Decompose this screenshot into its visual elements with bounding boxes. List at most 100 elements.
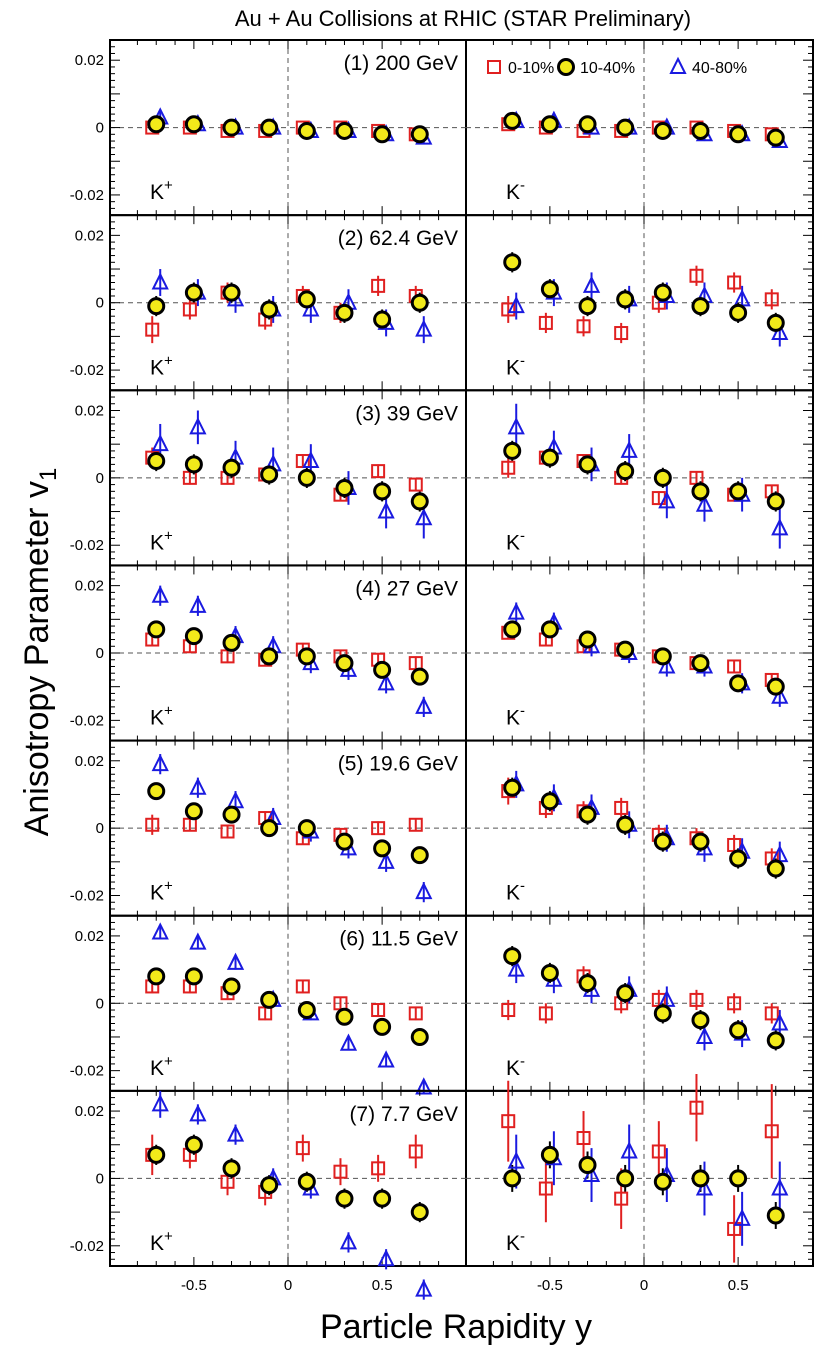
data-point (616, 462, 635, 481)
data-points (501, 252, 789, 347)
data-point (771, 1178, 789, 1196)
legend-marker (557, 58, 575, 76)
data-point (410, 125, 429, 144)
data-point (582, 1164, 601, 1183)
data-point (658, 491, 676, 509)
data-point (578, 974, 597, 993)
data-point (771, 686, 789, 704)
legend-item: 10-40% (557, 58, 635, 77)
y-tick-label: 0 (96, 995, 104, 1012)
data-point (410, 492, 429, 511)
data-point (335, 121, 354, 140)
data-point (695, 1178, 714, 1196)
species-label: K- (506, 878, 525, 905)
panel-energy-label: (6) 11.5 GeV (339, 928, 458, 951)
data-point (658, 656, 676, 674)
panel-energy-label: (1) 200 GeV (344, 52, 458, 75)
data-point (771, 1013, 789, 1031)
data-point (260, 990, 279, 1009)
data-points (145, 1090, 433, 1300)
data-point (147, 452, 166, 471)
species-label-charge: - (520, 1053, 525, 1070)
data-point (371, 821, 386, 836)
y-tick-label: 0.02 (75, 52, 104, 69)
data-point (260, 647, 279, 666)
data-point (733, 1208, 751, 1226)
data-point (373, 839, 392, 858)
data-point (691, 654, 710, 673)
chart-title: Au + Au Collisions at RHIC (STAR Prelimi… (235, 6, 691, 31)
species-label-name: K (150, 882, 164, 905)
data-point (766, 128, 785, 147)
species-label-charge: - (520, 527, 525, 544)
data-point (538, 315, 553, 330)
data-point (576, 319, 591, 334)
data-point (415, 696, 433, 714)
panel-energy-label: (7) 7.7 GeV (349, 1103, 458, 1126)
data-point (295, 1141, 310, 1156)
data-point (373, 482, 392, 501)
data-point (295, 979, 310, 994)
y-tick-label: -0.02 (70, 362, 104, 379)
data-point (620, 440, 638, 458)
data-point (189, 1104, 207, 1122)
data-point (540, 792, 559, 811)
panel-energy-label: (4) 27 GeV (355, 577, 458, 600)
data-point (297, 121, 316, 140)
data-point (189, 777, 207, 795)
data-point (226, 952, 245, 970)
data-point (335, 1189, 354, 1208)
data-point (189, 595, 207, 613)
data-point (151, 433, 169, 452)
data-point (415, 319, 433, 337)
data-point (184, 115, 203, 134)
data-point (616, 984, 635, 1003)
data-point (147, 782, 166, 801)
species-label-name: K (150, 181, 164, 204)
data-point (766, 677, 785, 696)
data-points (501, 110, 789, 149)
species-label: K+ (150, 878, 173, 905)
data-point (764, 1124, 779, 1139)
species-label-name: K (150, 531, 164, 554)
species-label-charge: + (164, 878, 173, 895)
y-tick-label: 0 (96, 470, 104, 487)
data-point (371, 1161, 386, 1176)
species-label-name: K (506, 707, 520, 730)
data-point (377, 851, 395, 869)
x-tick-label: -0.5 (181, 1277, 207, 1294)
y-tick-label: 0.02 (75, 578, 104, 595)
species-label-name: K (506, 882, 520, 905)
species-label-charge: + (164, 1228, 173, 1245)
species-label: K- (506, 352, 525, 379)
data-point (653, 647, 672, 666)
species-label-name: K (150, 356, 164, 379)
panel-energy-label: (5) 19.6 GeV (338, 753, 458, 776)
data-point (578, 1155, 597, 1174)
data-point (729, 482, 748, 501)
data-point (540, 620, 559, 639)
data-point (182, 302, 197, 317)
data-points (501, 602, 789, 707)
data-point (151, 753, 169, 772)
data-point (501, 1114, 516, 1129)
data-point (729, 849, 748, 868)
data-point (616, 290, 635, 309)
data-point (184, 455, 203, 474)
y-tick-label: -0.02 (70, 187, 104, 204)
data-point (540, 963, 559, 982)
data-point (335, 1007, 354, 1026)
data-point (189, 417, 207, 435)
data-point (408, 1006, 423, 1021)
data-point (766, 313, 785, 332)
data-point (297, 647, 316, 666)
species-label-charge: + (164, 352, 173, 369)
data-point (653, 1172, 672, 1191)
data-point (151, 585, 169, 603)
data-point (377, 673, 395, 691)
data-point (371, 1003, 386, 1018)
